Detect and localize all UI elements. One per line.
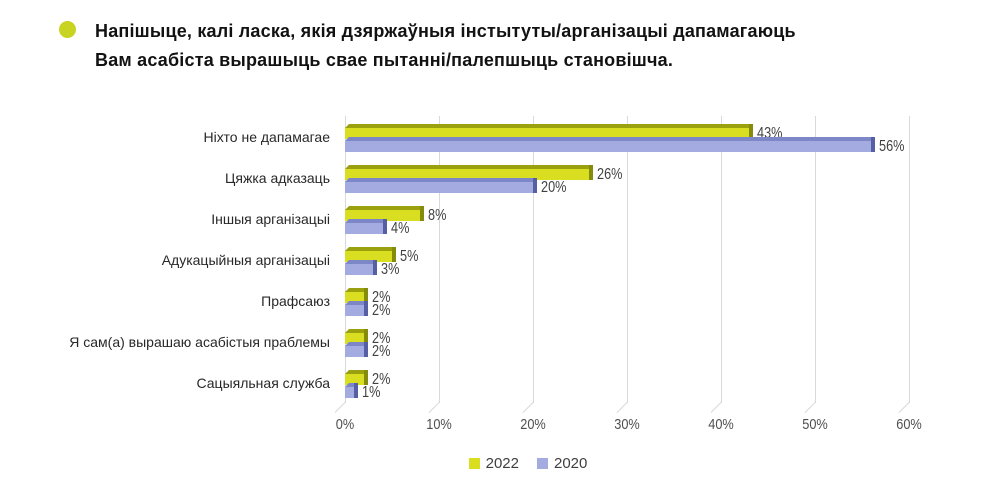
chart-title-line1: Напішыце, калі ласка, якія дзяржаўныя ін… [95, 21, 796, 41]
bar-2020 [345, 178, 537, 193]
value-label-2022: 2% [371, 371, 391, 388]
category-label: Я сам(а) вырашаю асабістыя праблемы [69, 334, 330, 350]
category-label: Цяжка адказаць [225, 170, 330, 186]
grid-line [909, 116, 910, 403]
x-axis-tick-label: 40% [708, 416, 734, 433]
value-label-2020: 2% [371, 343, 391, 360]
x-axis-tick-label: 20% [520, 416, 546, 433]
legend-swatch-2020 [537, 458, 548, 469]
bar-2020 [345, 383, 359, 398]
category-label: Ніхто не дапамагае [203, 129, 330, 145]
value-label-2022: 2% [371, 330, 391, 347]
grid-line [815, 116, 816, 403]
grid-line [533, 116, 534, 403]
x-axis-tick-label: 10% [426, 416, 452, 433]
legend-label-2022: 2022 [485, 455, 519, 472]
category-label: Сацыяльная служба [196, 375, 331, 391]
title-bullet-icon [59, 21, 76, 38]
bar-2022 [345, 206, 425, 221]
x-axis-tick-label: 60% [896, 416, 922, 433]
grid-line [627, 116, 628, 403]
value-label-2022: 5% [400, 248, 419, 265]
bar-2022 [345, 288, 368, 303]
bar-2022 [345, 247, 396, 262]
category-label: Прафсаюз [261, 293, 330, 309]
value-label-2020: 56% [879, 138, 905, 155]
bar-2020 [345, 260, 378, 275]
bar-2022 [345, 370, 368, 385]
chart-title-line2: Вам асабіста вырашыць свае пытанні/палеп… [95, 50, 674, 70]
bar-2020 [345, 137, 876, 152]
chart-legend: 2022 2020 [0, 455, 1000, 473]
value-label-2022: 26% [597, 166, 623, 183]
value-label-2020: 4% [390, 220, 409, 237]
grid-line [721, 116, 722, 403]
bar-2020 [345, 301, 368, 316]
bar-2022 [345, 124, 754, 139]
category-label: Адукацыйныя арганізацыі [161, 252, 330, 268]
chart-title: Напішыце, калі ласка, якія дзяржаўныя ін… [95, 17, 925, 75]
legend-label-2020: 2020 [554, 455, 588, 472]
value-label-2020: 2% [371, 302, 391, 319]
value-label-2022: 8% [428, 207, 447, 224]
value-label-2020: 20% [541, 179, 567, 196]
bar-2022 [345, 165, 594, 180]
grid-line [439, 116, 440, 403]
x-axis-tick-label: 50% [802, 416, 828, 433]
x-axis-tick-label: 0% [335, 416, 355, 433]
category-label: Іншыя арганізацыі [211, 211, 330, 227]
legend-item-2022: 2022 [468, 455, 519, 472]
value-label-2020: 1% [362, 384, 381, 401]
legend-item-2020: 2020 [537, 455, 587, 472]
value-label-2020: 3% [381, 261, 400, 278]
value-label-2022: 2% [371, 289, 391, 306]
bar-2020 [345, 219, 387, 234]
bar-2022 [345, 329, 368, 344]
bar-2020 [345, 342, 368, 357]
legend-swatch-2022 [468, 458, 480, 469]
x-axis-tick-label: 30% [614, 416, 640, 433]
